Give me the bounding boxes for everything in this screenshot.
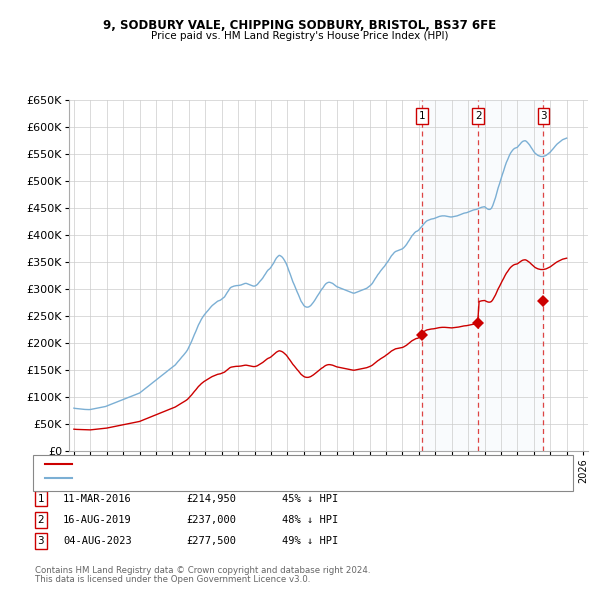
Text: £277,500: £277,500 bbox=[186, 536, 236, 546]
Text: 11-MAR-2016: 11-MAR-2016 bbox=[63, 494, 132, 503]
Text: 2: 2 bbox=[37, 515, 44, 525]
Text: Contains HM Land Registry data © Crown copyright and database right 2024.: Contains HM Land Registry data © Crown c… bbox=[35, 566, 370, 575]
Text: Price paid vs. HM Land Registry's House Price Index (HPI): Price paid vs. HM Land Registry's House … bbox=[151, 31, 449, 41]
Text: £214,950: £214,950 bbox=[186, 494, 236, 503]
Text: 49% ↓ HPI: 49% ↓ HPI bbox=[282, 536, 338, 546]
Text: £237,000: £237,000 bbox=[186, 515, 236, 525]
Text: 16-AUG-2019: 16-AUG-2019 bbox=[63, 515, 132, 525]
Text: 9, SODBURY VALE, CHIPPING SODBURY, BRISTOL, BS37 6FE: 9, SODBURY VALE, CHIPPING SODBURY, BRIST… bbox=[103, 19, 497, 32]
Text: 1: 1 bbox=[419, 111, 425, 121]
Text: 9, SODBURY VALE, CHIPPING SODBURY, BRISTOL, BS37 6FE (detached house): 9, SODBURY VALE, CHIPPING SODBURY, BRIST… bbox=[75, 460, 455, 469]
Text: 45% ↓ HPI: 45% ↓ HPI bbox=[282, 494, 338, 503]
Text: 1: 1 bbox=[37, 494, 44, 503]
Text: 48% ↓ HPI: 48% ↓ HPI bbox=[282, 515, 338, 525]
Text: 2: 2 bbox=[475, 111, 482, 121]
Text: HPI: Average price, detached house, South Gloucestershire: HPI: Average price, detached house, Sout… bbox=[75, 473, 364, 483]
Text: 3: 3 bbox=[540, 111, 547, 121]
Text: 3: 3 bbox=[37, 536, 44, 546]
Text: This data is licensed under the Open Government Licence v3.0.: This data is licensed under the Open Gov… bbox=[35, 575, 310, 584]
Text: 04-AUG-2023: 04-AUG-2023 bbox=[63, 536, 132, 546]
Bar bbox=[422, 100, 544, 451]
